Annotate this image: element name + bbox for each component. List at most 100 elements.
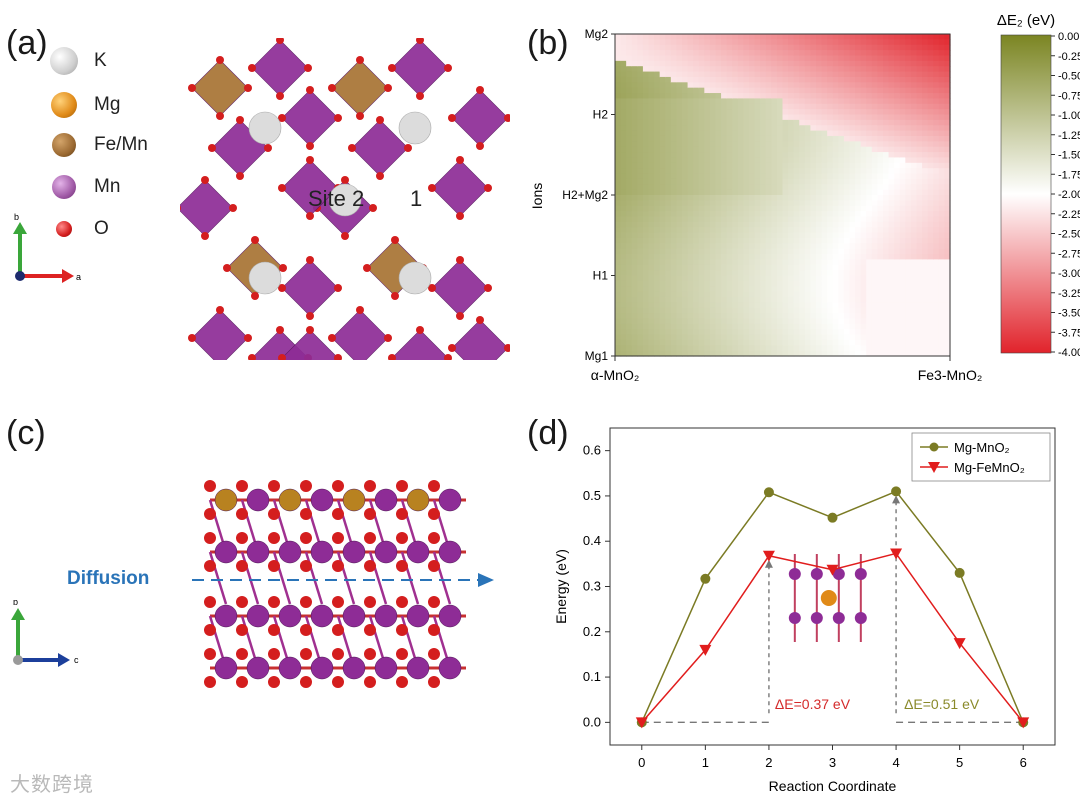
heatmap-cell	[760, 146, 767, 153]
heatmap-cell	[765, 152, 772, 159]
heatmap-cell	[788, 339, 795, 346]
heatmap-cell	[642, 302, 650, 309]
heatmap-cell	[871, 243, 879, 250]
heatmap-cell	[615, 200, 622, 207]
heatmap-cell	[709, 216, 717, 223]
heatmap-cell	[670, 329, 678, 336]
heatmap-cell	[799, 350, 806, 357]
heatmap-cell	[771, 66, 778, 73]
legend-o: O	[50, 214, 109, 244]
heatmap-cell	[905, 243, 912, 250]
heatmap-cell	[615, 135, 622, 142]
heatmap-cell	[910, 334, 918, 341]
o-atom	[396, 532, 408, 544]
heatmap-cell	[910, 302, 918, 309]
heatmap-cell	[693, 82, 700, 89]
heatmap-cell	[737, 76, 745, 83]
heatmap-cell	[615, 307, 622, 314]
heatmap-cell	[776, 98, 784, 105]
heatmap-cell	[877, 152, 884, 159]
heatmap-cell	[749, 168, 756, 175]
heatmap-cell	[899, 60, 906, 67]
heatmap-cell	[849, 286, 856, 293]
heatmap-cell	[849, 243, 856, 250]
heatmap-cell	[670, 189, 678, 196]
heatmap-cell	[715, 313, 722, 320]
heatmap-cell	[933, 44, 940, 51]
heatmap-cell	[877, 275, 884, 282]
heatmap-cell	[631, 296, 638, 303]
heatmap-cell	[743, 270, 750, 277]
heatmap-cell	[676, 66, 683, 73]
heatmap-cell	[771, 270, 778, 277]
heatmap-cell	[721, 50, 728, 57]
heatmap-cell	[827, 243, 834, 250]
heatmap-cell	[626, 248, 633, 255]
heatmap-cell	[922, 103, 929, 110]
heatmap-cell	[827, 275, 834, 282]
heatmap-cell	[849, 211, 856, 218]
heatmap-cell	[776, 243, 784, 250]
heatmap-cell	[804, 237, 812, 244]
heatmap-cell	[788, 55, 795, 62]
heatmap-cell	[843, 39, 851, 46]
heatmap-cell	[849, 71, 856, 78]
heatmap-cell	[737, 173, 745, 180]
heatmap-cell	[871, 302, 879, 309]
heatmap-cell	[916, 168, 923, 175]
heatmap-cell	[715, 270, 722, 277]
heatmap-cell	[626, 135, 633, 142]
heatmap-cell	[670, 50, 678, 57]
heatmap-cell	[849, 195, 856, 201]
heatmap-cell	[944, 184, 951, 191]
heatmap-cell	[726, 221, 733, 228]
heatmap-cell	[793, 125, 800, 132]
heatmap-cell	[871, 162, 879, 169]
heatmap-cell	[776, 313, 784, 320]
heatmap-cell	[715, 205, 722, 212]
heatmap-cell	[821, 195, 828, 201]
heatmap-cell	[838, 243, 845, 250]
heatmap-cell	[704, 270, 711, 277]
heatmap-cell	[838, 205, 845, 212]
heatmap-cell	[726, 146, 733, 153]
heatmap-cell	[670, 296, 678, 303]
heatmap-cell	[776, 211, 784, 218]
heatmap-cell	[788, 270, 795, 277]
heatmap-cell	[838, 130, 845, 137]
heatmap-cell	[642, 34, 650, 40]
heatmap-cell	[883, 125, 890, 132]
heatmap-cell	[804, 350, 812, 357]
heatmap-cell	[927, 307, 934, 314]
heatmap-cell	[631, 82, 638, 89]
heatmap-cell	[838, 302, 845, 309]
heatmap-cell	[615, 291, 622, 298]
heatmap-cell	[788, 248, 795, 255]
heatmap-cell	[620, 329, 627, 336]
heatmap-cell	[648, 71, 655, 78]
heatmap-cell	[894, 307, 901, 314]
heatmap-cell	[615, 280, 622, 287]
heatmap-cell	[721, 264, 728, 271]
heatmap-cell	[642, 55, 650, 62]
heatmap-cell	[765, 211, 772, 218]
heatmap-cell	[816, 82, 823, 89]
heatmap-cell	[855, 318, 862, 325]
heatmap-cell	[715, 168, 722, 175]
heatmap-cell	[776, 130, 784, 137]
heatmap-cell	[910, 350, 918, 357]
heatmap-cell	[698, 211, 705, 218]
heatmap-cell	[838, 307, 845, 314]
heatmap-cell	[615, 216, 622, 223]
heatmap-cell	[743, 280, 750, 287]
heatmap-cell	[871, 237, 879, 244]
heatmap-cell	[760, 114, 767, 121]
heatmap-cell	[793, 98, 800, 105]
heatmap-cell	[821, 350, 828, 357]
o-atom	[456, 312, 464, 320]
heatmap-cell	[821, 152, 828, 159]
heatmap-cell	[698, 270, 705, 277]
heatmap-cell	[771, 114, 778, 121]
heatmap-cell	[715, 173, 722, 180]
heatmap-cell	[944, 114, 951, 121]
